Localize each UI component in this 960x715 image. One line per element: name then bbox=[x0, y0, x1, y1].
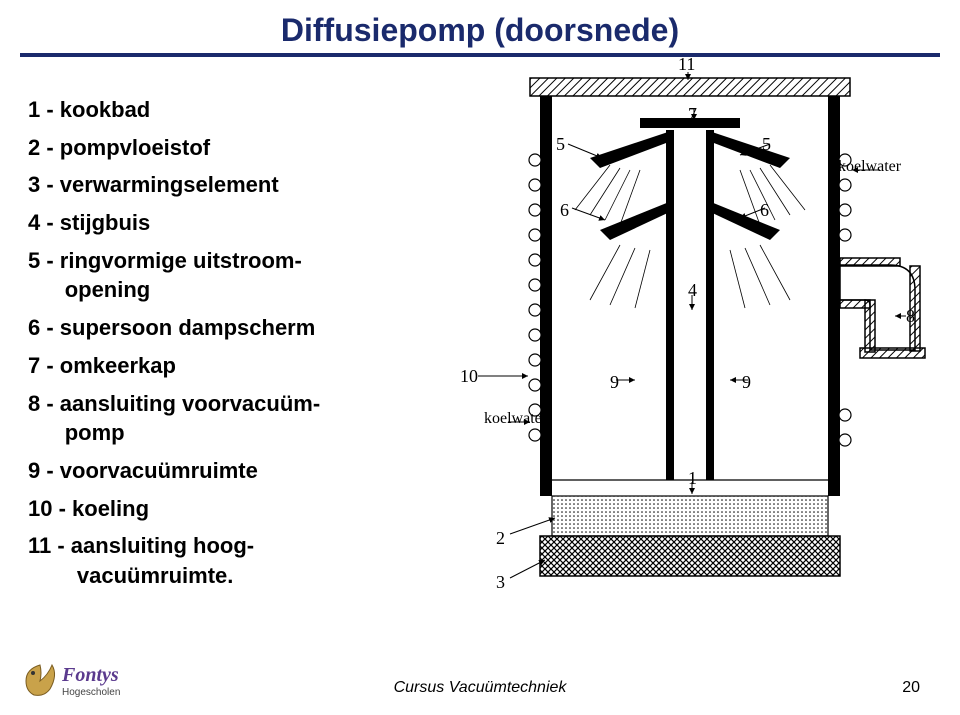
legend-item: 3 - verwarmingselement bbox=[28, 170, 418, 200]
diagram-number: 7 bbox=[688, 104, 697, 125]
diagram-number: 10 bbox=[460, 366, 478, 387]
page-title: Diffusiepomp (doorsnede) bbox=[281, 12, 679, 48]
footer-course: Cursus Vacuümtechniek bbox=[394, 679, 567, 697]
legend-item: 4 - stijgbuis bbox=[28, 208, 418, 238]
page-number: 20 bbox=[902, 679, 920, 697]
cooling-coils bbox=[529, 154, 541, 441]
diagram-number: 9 bbox=[742, 372, 751, 393]
diagram-number: 2 bbox=[496, 528, 505, 549]
legend-item: 2 - pompvloeistof bbox=[28, 133, 418, 163]
diagram-number: 8 bbox=[906, 306, 915, 327]
diagram-number: 4 bbox=[688, 280, 697, 301]
legend-item: 8 - aansluiting voorvacuüm- pomp bbox=[28, 389, 418, 448]
diffusion-pump-diagram: 11 7 5 5 6 6 4 8 9 9 10 1 2 3 koelwater koelwater bbox=[440, 50, 940, 620]
diagram-number: 6 bbox=[560, 200, 569, 221]
logo-brand: Fontys bbox=[61, 664, 119, 686]
logo-sub: Hogescholen bbox=[62, 687, 120, 698]
fontys-logo: Fontys Hogescholen bbox=[18, 655, 178, 703]
diagram-number: 3 bbox=[496, 572, 505, 593]
koelwater-label: koelwater bbox=[838, 158, 901, 176]
koelwater-label: koelwater bbox=[484, 410, 547, 428]
diagram-number: 6 bbox=[760, 200, 769, 221]
diagram-number: 11 bbox=[678, 54, 695, 75]
legend-item: 6 - supersoon dampscherm bbox=[28, 313, 418, 343]
diagram-number: 5 bbox=[762, 134, 771, 155]
diagram-number: 5 bbox=[556, 134, 565, 155]
legend-item: 1 - kookbad bbox=[28, 95, 418, 125]
legend-item: 7 - omkeerkap bbox=[28, 351, 418, 381]
legend-item: 5 - ringvormige uitstroom- opening bbox=[28, 246, 418, 305]
legend-item: 10 - koeling bbox=[28, 494, 418, 524]
diagram-number: 1 bbox=[688, 468, 697, 489]
legend-list: 1 - kookbad 2 - pompvloeistof 3 - verwarmi… bbox=[28, 95, 418, 599]
diagram-number: 9 bbox=[610, 372, 619, 393]
legend-item: 9 - voorvacuümruimte bbox=[28, 456, 418, 486]
legend-item: 11 - aansluiting hoog- vacuümruimte. bbox=[28, 531, 418, 590]
